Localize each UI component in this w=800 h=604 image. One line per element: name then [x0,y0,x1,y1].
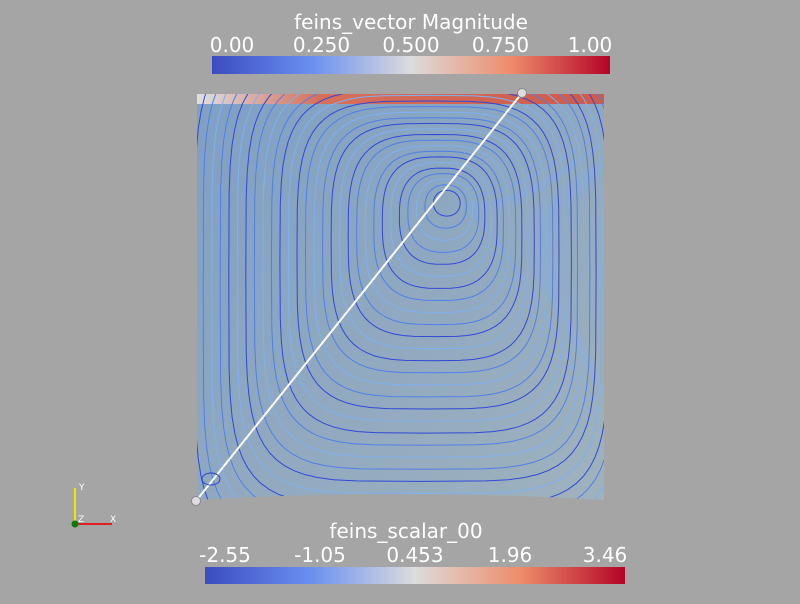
streamline [313,111,548,386]
probe-handle[interactable] [517,88,527,98]
colorbar-bottom [205,567,625,584]
streamline [219,94,604,500]
streamline [211,94,604,500]
orientation-axes: Y X Z [71,483,116,528]
colorbar-title: feins_scalar_00 [329,519,482,543]
streamline [424,184,467,229]
probe-line [195,92,523,502]
colorbar-label: 0.250 [293,33,350,57]
streamline [373,150,504,302]
streamline [287,94,566,422]
colorbar-top [212,56,610,74]
streamline [390,161,492,277]
streamline [279,94,572,434]
streamline [381,156,498,289]
lid-strip [197,94,604,104]
streamline [347,133,523,338]
streamline [356,139,517,326]
streamline [339,128,529,350]
colorbar-label: 0.750 [472,33,529,57]
colorbar-label: -2.55 [199,543,251,567]
streamline [330,122,535,362]
axis-z [71,520,79,528]
streamline [407,173,480,253]
streamline [270,94,578,446]
probe-handle[interactable] [191,496,201,506]
axis-label: Z [78,515,84,525]
colorbar-label: 0.453 [386,543,443,567]
colorbar-label: 0.500 [382,33,439,57]
flow-domain [197,94,604,500]
streamline [253,94,591,470]
colorbar-title: feins_vector Magnitude [294,10,528,34]
colorbar-label: 1.00 [568,33,613,57]
streamline [415,178,473,241]
streamline [202,94,604,500]
axis-label: X [110,515,116,525]
streamline [322,117,541,374]
colorbar-label: -1.05 [294,543,346,567]
colorbar-label: 0.00 [210,33,255,57]
axis-label: Y [78,483,85,493]
streamline [262,94,585,458]
streamline [245,94,597,482]
corner-vortex [201,472,221,486]
streamline [364,145,511,314]
streamline [296,100,560,410]
streamline [236,94,603,494]
streamline [304,106,554,398]
streamline [228,94,604,500]
colorbar-label: 1.96 [488,543,533,567]
colorbar-label: 3.46 [583,543,628,567]
domain-fill [197,94,604,500]
streamline [398,167,486,265]
